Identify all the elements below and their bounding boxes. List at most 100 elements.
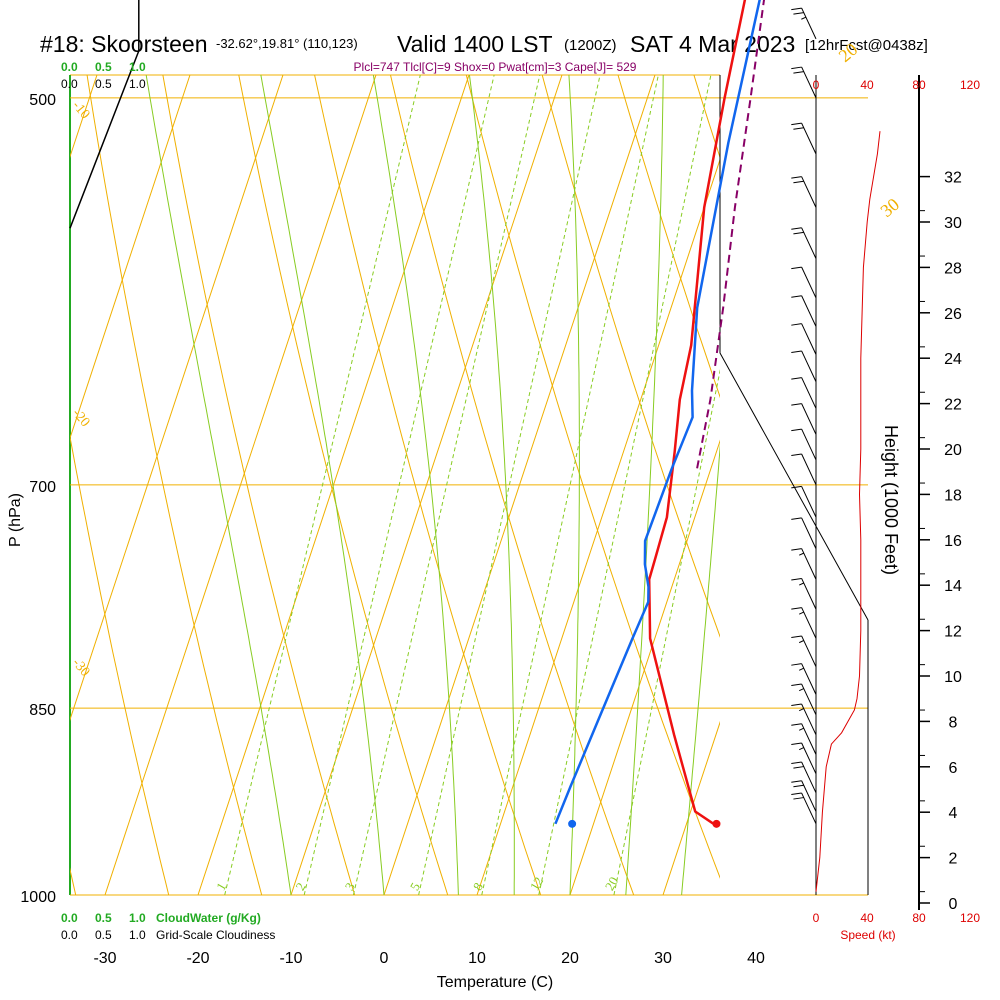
boundary-line xyxy=(719,75,869,621)
x-tick-label: -20 xyxy=(186,950,209,967)
barb-flag xyxy=(791,761,802,765)
cloud-water-bottom-0: 0.0 xyxy=(61,911,78,925)
barb-flag xyxy=(791,453,802,457)
speed-bottom-0: 0 xyxy=(813,911,820,925)
mixing-ratio-label: 1 xyxy=(213,880,229,893)
moist-adiabat xyxy=(625,75,664,895)
axes-ticks: -30 -20 -10 0 10 20 30 40 2 5 0 30 0 40 0 500 700 850 1000… xyxy=(20,75,962,967)
wind-barb xyxy=(791,742,817,775)
barb-flag xyxy=(791,122,802,126)
wind-barb xyxy=(791,266,817,299)
isotherm-10 xyxy=(476,158,720,895)
barb-flag xyxy=(791,703,802,707)
dry-adiabat xyxy=(541,75,720,638)
height-tick-label: 6 xyxy=(949,760,958,777)
wind-barb xyxy=(791,517,817,549)
pressure-tick-label: 850 xyxy=(29,702,56,719)
barb-flag xyxy=(791,742,802,746)
mixing-ratio-label: 3 xyxy=(342,880,358,893)
x-tick-label: 40 xyxy=(747,950,765,967)
wind-barb xyxy=(791,663,817,695)
series-temperature xyxy=(647,0,747,825)
barb-flag xyxy=(791,548,802,551)
barb-half-flag xyxy=(799,708,804,712)
height-tick-label: 32 xyxy=(944,170,962,187)
wind-barb xyxy=(791,577,817,610)
barb-flag xyxy=(791,635,802,638)
barb-flag xyxy=(791,403,802,406)
isotherm--30 xyxy=(104,75,377,895)
speed-axis-label: Speed (kt) xyxy=(840,928,895,942)
dry-adiabat xyxy=(314,75,542,895)
dry-adiabat xyxy=(749,0,1000,895)
barb-flag xyxy=(791,66,802,70)
wind-barb xyxy=(791,176,817,208)
wind-barb xyxy=(791,350,817,382)
barb-flag xyxy=(791,266,802,270)
height-tick-label: 10 xyxy=(944,669,962,686)
moist-adiabat xyxy=(468,75,515,895)
pressure-tick-label: 1000 xyxy=(20,889,56,906)
series-parcel xyxy=(696,0,766,469)
surface-temp-dot xyxy=(712,819,721,828)
mixing-ratio-label: 12 xyxy=(527,874,546,893)
barb-half-flag xyxy=(801,16,807,20)
barb-half-flag xyxy=(799,640,804,644)
barb-staff xyxy=(801,607,817,639)
barb-staff xyxy=(801,122,817,155)
height-tick-label: 30 xyxy=(944,215,962,232)
barb-flag xyxy=(791,723,802,726)
dry-adiabat xyxy=(811,0,1000,895)
isotherm-label: 30 xyxy=(876,194,903,221)
isotherm--70 xyxy=(0,0,260,895)
barb-staff xyxy=(801,7,817,40)
barb-staff xyxy=(801,635,817,667)
wind-barb xyxy=(791,7,817,40)
dry-adiabat xyxy=(70,434,170,895)
height-tick-label: 22 xyxy=(944,397,962,414)
wind-barb xyxy=(791,607,817,639)
speed-bottom-1: 40 xyxy=(860,911,874,925)
barb-flag xyxy=(791,323,802,326)
parcel-params: Plcl=747 Tlcl[C]=9 Shox=0 Pwat[cm]=3 Cap… xyxy=(354,60,637,74)
barb-staff xyxy=(801,723,817,755)
barb-staff xyxy=(801,742,817,775)
cloudiness-top-0: 0.0 xyxy=(61,77,78,91)
x-tick-label: 20 xyxy=(561,950,579,967)
isotherm--50 xyxy=(70,75,191,440)
x-tick-label: 0 xyxy=(380,950,389,967)
barb-staff xyxy=(801,266,817,299)
barb-half-flag xyxy=(799,582,804,586)
barb-staff xyxy=(801,295,817,327)
barb-flag xyxy=(793,127,804,130)
wind-barb xyxy=(791,227,817,259)
pressure-tick-label: 700 xyxy=(29,479,56,496)
cloud-water-line xyxy=(69,0,140,229)
x-tick-label: -10 xyxy=(279,950,302,967)
barb-flag xyxy=(793,766,804,769)
barb-staff xyxy=(801,176,817,208)
wind-barb xyxy=(791,377,817,409)
barb-staff xyxy=(801,486,817,518)
barb-staff xyxy=(801,517,817,549)
wind-barb xyxy=(791,295,817,327)
barb-staff xyxy=(801,227,817,259)
barb-flag xyxy=(791,663,802,666)
wind-barb xyxy=(791,548,817,580)
station-coords: -32.62°,19.81° (110,123) xyxy=(216,36,358,51)
surface-dew-dot xyxy=(568,819,577,828)
dry-adiabat xyxy=(617,75,720,399)
moist-adiabat xyxy=(681,442,720,895)
barb-flag xyxy=(793,12,804,15)
barb-staff xyxy=(801,66,817,99)
isotherm--60 xyxy=(70,75,98,159)
height-tick-label: 18 xyxy=(944,487,962,504)
isotherm--80 xyxy=(0,0,167,895)
cloud-water-bottom-2: 1.0 xyxy=(129,911,146,925)
dry-adiabat-label: -20 xyxy=(69,406,92,430)
mixing-ratio-1 xyxy=(224,75,421,895)
moist-adiabat xyxy=(260,75,385,895)
dry-adiabat xyxy=(238,75,449,895)
speed-panel-boundary xyxy=(719,75,869,895)
barb-staff xyxy=(801,578,817,610)
